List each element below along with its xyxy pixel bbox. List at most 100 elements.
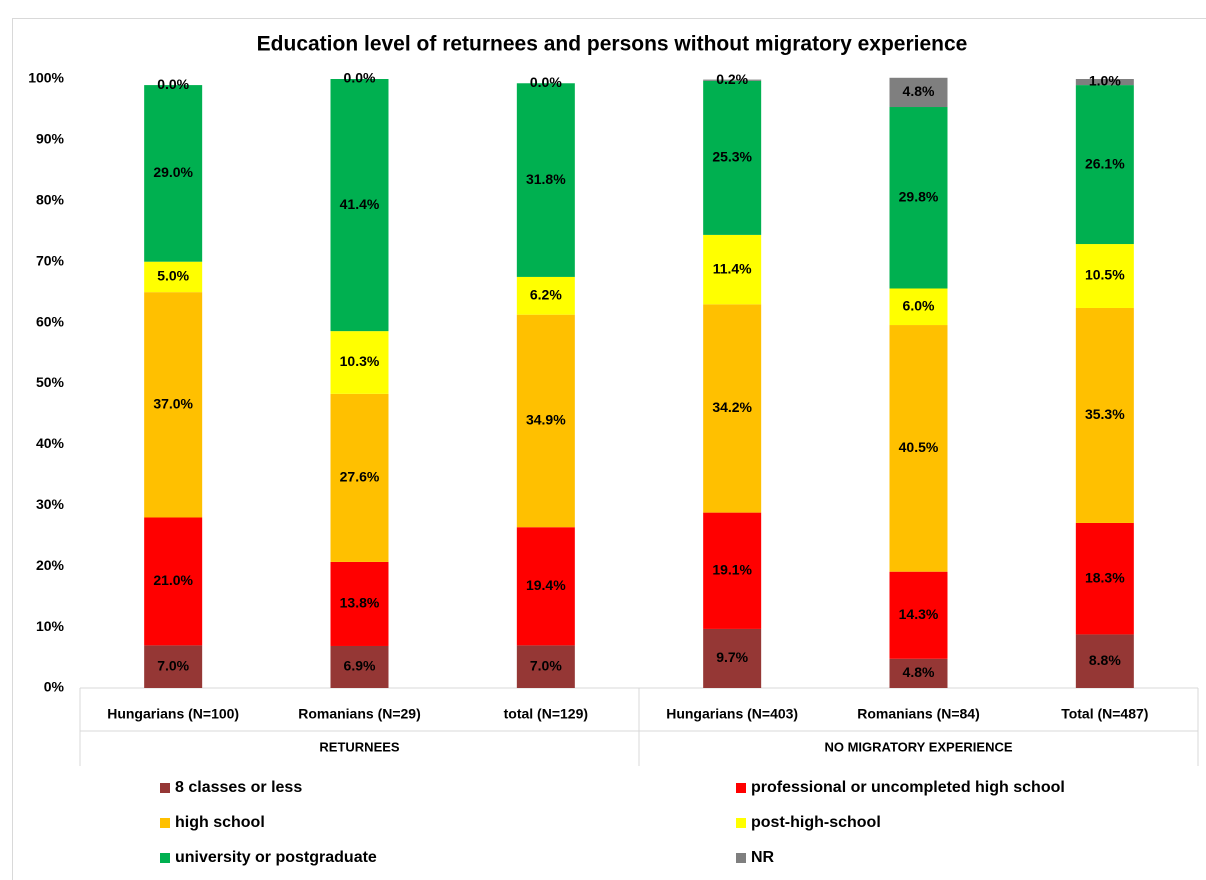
bar-segment	[889, 571, 948, 659]
y-tick-label: 30%	[36, 496, 65, 512]
bar-segment	[1075, 244, 1134, 308]
data-label: 13.8%	[340, 595, 380, 611]
data-label: 34.9%	[526, 412, 566, 428]
legend-label: high school	[175, 814, 265, 831]
data-label: 19.1%	[712, 561, 752, 577]
bar-segment	[144, 292, 203, 518]
bar-segment	[144, 645, 203, 688]
data-label: 41.4%	[340, 196, 380, 212]
bar-segment	[516, 645, 575, 688]
bar-segment	[1075, 634, 1134, 688]
data-label: 0.0%	[344, 70, 376, 86]
y-tick-label: 80%	[36, 192, 65, 208]
bar-segment	[889, 107, 948, 289]
bar-segment	[516, 83, 575, 277]
bar-segment	[516, 276, 575, 315]
data-label: 10.3%	[340, 353, 380, 369]
legend-swatch	[736, 853, 746, 863]
data-label: 34.2%	[712, 399, 752, 415]
bar-segment	[330, 645, 389, 688]
x-tick-label: Total (N=487)	[1061, 706, 1148, 722]
legend-label: post-high-school	[751, 814, 881, 831]
y-tick-label: 20%	[36, 557, 65, 573]
x-tick-label: Hungarians (N=100)	[107, 706, 239, 722]
data-label: 40.5%	[899, 439, 939, 455]
bar-segment	[703, 80, 762, 235]
data-label: 6.9%	[344, 658, 376, 674]
bar-segment	[1075, 522, 1134, 635]
bar-segment	[703, 79, 762, 81]
y-tick-label: 60%	[36, 313, 65, 329]
bar-segment	[889, 325, 948, 572]
data-label: 19.4%	[526, 577, 566, 593]
group-label: RETURNEES	[319, 739, 400, 754]
data-label: 26.1%	[1085, 155, 1125, 171]
data-label: 0.0%	[530, 74, 562, 90]
data-label: 35.3%	[1085, 406, 1125, 422]
data-label: 1.0%	[1089, 73, 1121, 89]
data-label: 0.0%	[157, 76, 189, 92]
bar-segment	[703, 628, 762, 688]
y-tick-label: 10%	[36, 618, 65, 634]
x-tick-label: Romanians (N=29)	[298, 706, 421, 722]
chart-frame	[12, 18, 1206, 880]
legend-label: 8 classes or less	[175, 779, 302, 796]
x-tick-label: Hungarians (N=403)	[666, 706, 798, 722]
bar-segment	[1075, 79, 1134, 86]
data-label: 21.0%	[153, 572, 193, 588]
legend-label: university or postgraduate	[175, 849, 377, 866]
bar-segment	[703, 234, 762, 305]
data-label: 6.2%	[530, 287, 562, 303]
data-label: 5.0%	[157, 268, 189, 284]
data-label: 0.2%	[716, 71, 748, 87]
data-label: 31.8%	[526, 171, 566, 187]
data-label: 29.8%	[899, 188, 939, 204]
data-label: 18.3%	[1085, 569, 1125, 585]
data-label: 8.8%	[1089, 652, 1121, 668]
y-tick-label: 50%	[36, 374, 65, 390]
bar-segment	[889, 658, 948, 688]
bar-segment	[703, 512, 762, 629]
bar-segment	[330, 561, 389, 646]
y-tick-label: 100%	[28, 70, 64, 86]
bar-segment	[703, 304, 762, 513]
group-label: NO MIGRATORY EXPERIENCE	[824, 739, 1012, 754]
legend-label: professional or uncompleted high school	[751, 779, 1065, 796]
data-label: 4.8%	[903, 664, 935, 680]
bar-segment	[889, 77, 948, 108]
data-label: 6.0%	[903, 297, 935, 313]
data-label: 9.7%	[716, 649, 748, 665]
legend-label: NR	[751, 849, 775, 866]
data-label: 10.5%	[1085, 267, 1125, 283]
legend-swatch	[736, 818, 746, 828]
bar-segment	[144, 85, 203, 262]
chart-title: Education level of returnees and persons…	[257, 33, 968, 56]
bar-segment	[330, 393, 389, 562]
data-label: 37.0%	[153, 396, 193, 412]
data-label: 29.0%	[153, 164, 193, 180]
y-tick-label: 40%	[36, 435, 65, 451]
bar-segment	[330, 331, 389, 394]
bar-segment	[330, 79, 389, 332]
data-label: 7.0%	[530, 657, 562, 673]
bar-segment	[516, 527, 575, 646]
data-label: 27.6%	[340, 469, 380, 485]
legend-swatch	[160, 818, 170, 828]
y-tick-label: 70%	[36, 252, 65, 268]
bar-segment	[1075, 85, 1134, 245]
x-tick-label: Romanians (N=84)	[857, 706, 980, 722]
x-tick-label: total (N=129)	[504, 706, 588, 722]
bar-segment	[516, 314, 575, 528]
legend-swatch	[736, 783, 746, 793]
bar-segment	[889, 288, 948, 326]
data-label: 4.8%	[903, 83, 935, 99]
data-label: 14.3%	[899, 606, 939, 622]
data-label: 7.0%	[157, 657, 189, 673]
y-tick-label: 90%	[36, 131, 65, 147]
y-tick-label: 0%	[44, 679, 65, 695]
legend-swatch	[160, 853, 170, 863]
bar-segment	[1075, 307, 1134, 523]
data-label: 11.4%	[713, 260, 752, 276]
